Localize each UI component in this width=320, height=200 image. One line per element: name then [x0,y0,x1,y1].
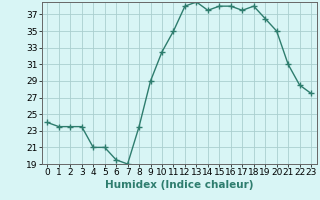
X-axis label: Humidex (Indice chaleur): Humidex (Indice chaleur) [105,180,253,190]
